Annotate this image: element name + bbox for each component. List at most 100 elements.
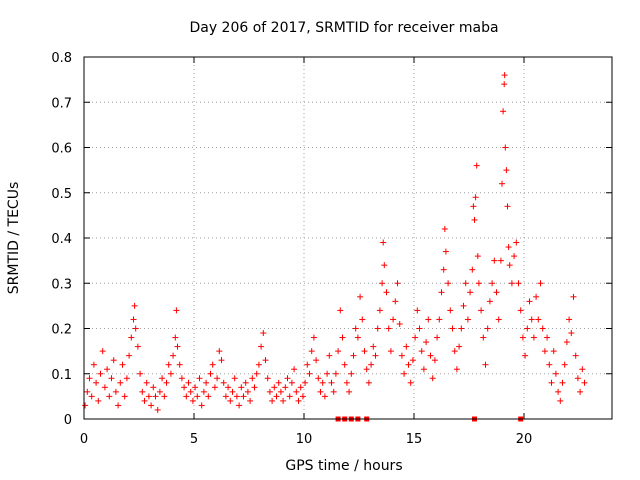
data-point [412, 334, 419, 341]
data-point [361, 348, 368, 355]
data-point [209, 361, 216, 368]
data-point [442, 248, 449, 255]
data-point [517, 307, 524, 314]
y-tick-label: 0.1 [51, 368, 72, 383]
data-point [187, 388, 194, 395]
data-point [440, 266, 447, 273]
data-point [522, 352, 529, 359]
data-point [511, 253, 518, 260]
data-point [104, 366, 111, 373]
data-point [513, 239, 520, 246]
data-point [581, 379, 588, 386]
data-point [555, 388, 562, 395]
data-point [293, 388, 300, 395]
data-point [308, 348, 315, 355]
data-point [436, 316, 443, 323]
data-point [451, 348, 458, 355]
data-point [255, 361, 262, 368]
data-point [93, 379, 100, 386]
data-point [141, 397, 148, 404]
data-point [563, 339, 570, 346]
data-point [211, 384, 218, 391]
data-point [403, 343, 410, 350]
data-point [128, 334, 135, 341]
data-point [484, 325, 491, 332]
data-point [561, 361, 568, 368]
data-point [423, 339, 430, 346]
data-point [143, 379, 150, 386]
data-point [530, 334, 537, 341]
data-point [394, 280, 401, 287]
chart-title: Day 206 of 2017, SRMTID for receiver mab… [189, 20, 498, 36]
data-point [505, 244, 512, 251]
data-point [425, 316, 432, 323]
data-point [137, 370, 144, 377]
data-point [132, 325, 139, 332]
y-tick-label: 0.5 [51, 187, 72, 202]
data-point [172, 334, 179, 341]
data-point [131, 302, 138, 309]
data-point [189, 397, 196, 404]
data-point [533, 293, 540, 300]
data-point [121, 393, 128, 400]
data-point [229, 388, 236, 395]
data-point [348, 370, 355, 377]
data-point [82, 402, 89, 409]
data-point [284, 375, 291, 382]
data-point [222, 393, 229, 400]
data-point [220, 379, 227, 386]
data-point [438, 289, 445, 296]
data-point [145, 393, 152, 400]
data-point [123, 375, 130, 382]
data-point [260, 330, 267, 337]
data-point [154, 406, 161, 413]
x-tick-label: 15 [406, 432, 423, 447]
data-point [486, 298, 493, 305]
data-point [546, 361, 553, 368]
data-point [112, 388, 119, 395]
data-point [447, 307, 454, 314]
grid-layer [84, 57, 612, 419]
data-point [317, 388, 324, 395]
data-point [473, 162, 480, 169]
data-point [101, 384, 108, 391]
data-point [544, 334, 551, 341]
data-point [84, 388, 91, 395]
data-point [321, 393, 328, 400]
data-point [286, 393, 293, 400]
x-tick-label: 5 [190, 432, 198, 447]
data-point [359, 316, 366, 323]
data-point [550, 348, 557, 355]
data-point [288, 379, 295, 386]
y-tick-label: 0.6 [51, 142, 72, 157]
data-point [251, 384, 258, 391]
data-point [420, 366, 427, 373]
data-point [95, 397, 102, 404]
data-point [453, 366, 460, 373]
data-point [115, 402, 122, 409]
data-point [464, 316, 471, 323]
y-tick-label: 0.2 [51, 323, 72, 338]
data-point [205, 393, 212, 400]
data-point [110, 357, 117, 364]
data-point [306, 370, 313, 377]
data-point [275, 379, 282, 386]
data-point [383, 289, 390, 296]
y-tick-label: 0.4 [51, 232, 72, 247]
data-point [200, 388, 207, 395]
data-point [266, 388, 273, 395]
data-point [181, 384, 188, 391]
data-point [326, 352, 333, 359]
data-point [106, 393, 113, 400]
data-point [501, 72, 508, 79]
x-axis-title: GPS time / hours [285, 458, 402, 474]
data-point [299, 393, 306, 400]
data-point [352, 325, 359, 332]
data-point [577, 388, 584, 395]
data-point [194, 393, 201, 400]
data-point [130, 316, 137, 323]
data-point [227, 397, 234, 404]
data-point [497, 257, 504, 264]
data-point [557, 397, 564, 404]
data-point [231, 375, 238, 382]
